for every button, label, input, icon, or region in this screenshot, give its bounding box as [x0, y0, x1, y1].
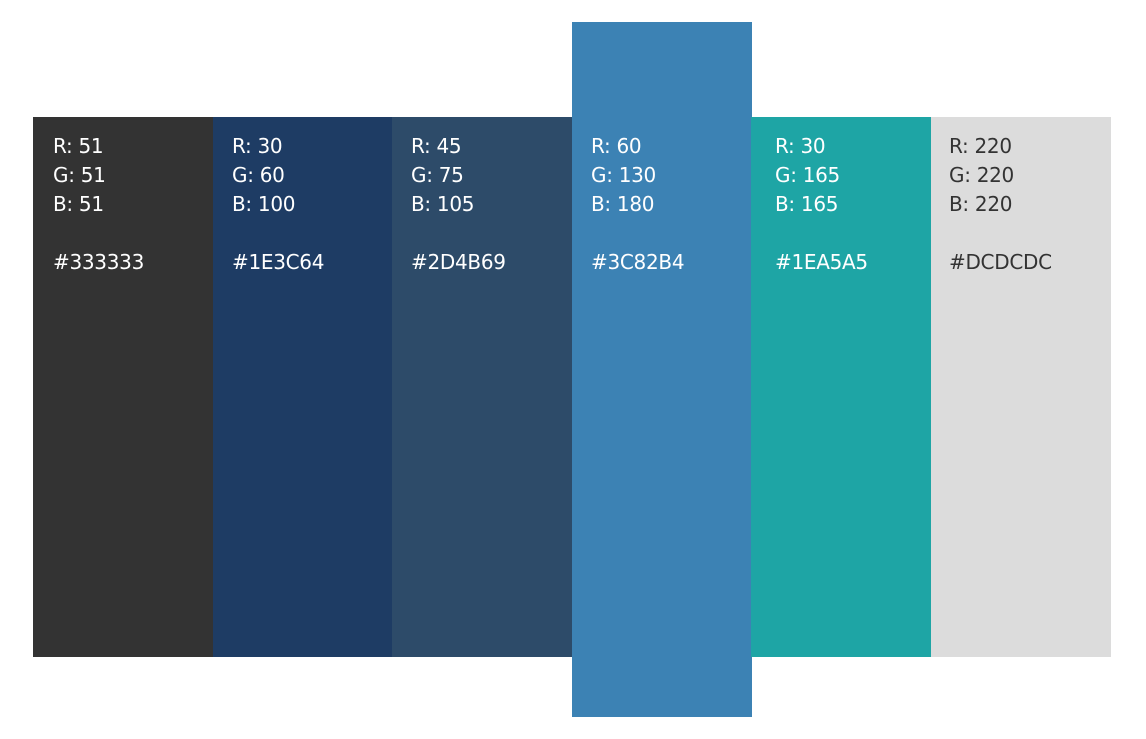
green-value: G: 130 — [591, 163, 656, 187]
swatch-text: R: 51 G: 51 B: 51 #333333 — [53, 132, 144, 277]
swatch-dcdcdc: R: 220 G: 220 B: 220 #DCDCDC — [931, 117, 1111, 657]
red-value: R: 220 — [949, 134, 1012, 158]
hex-code: #333333 — [53, 250, 145, 274]
red-value: R: 30 — [232, 134, 283, 158]
green-value: G: 75 — [411, 163, 464, 187]
rgb-values: R: 45 G: 75 B: 105 — [411, 132, 506, 219]
rgb-values: R: 30 G: 60 B: 100 — [232, 132, 324, 219]
blue-value: B: 220 — [949, 192, 1013, 216]
swatch-text: R: 30 G: 165 B: 165 #1EA5A5 — [775, 132, 868, 277]
green-value: G: 220 — [949, 163, 1014, 187]
green-value: G: 165 — [775, 163, 840, 187]
swatch-1ea5a5: R: 30 G: 165 B: 165 #1EA5A5 — [751, 117, 932, 657]
hex-code: #DCDCDC — [949, 250, 1052, 274]
swatch-3c82b4-highlighted: R: 60 G: 130 B: 180 #3C82B4 — [572, 22, 752, 717]
hex-code: #3C82B4 — [591, 250, 685, 274]
swatch-333333: R: 51 G: 51 B: 51 #333333 — [33, 117, 214, 657]
swatch-1e3c64: R: 30 G: 60 B: 100 #1E3C64 — [213, 117, 393, 657]
blue-value: B: 100 — [232, 192, 296, 216]
red-value: R: 51 — [53, 134, 104, 158]
swatch-2d4b69: R: 45 G: 75 B: 105 #2D4B69 — [392, 117, 573, 657]
red-value: R: 60 — [591, 134, 642, 158]
swatch-text: R: 30 G: 60 B: 100 #1E3C64 — [232, 132, 324, 277]
swatch-text: R: 60 G: 130 B: 180 #3C82B4 — [591, 132, 685, 277]
red-value: R: 45 — [411, 134, 462, 158]
red-value: R: 30 — [775, 134, 826, 158]
blue-value: B: 165 — [775, 192, 839, 216]
blue-value: B: 51 — [53, 192, 104, 216]
hex-code: #1E3C64 — [232, 250, 325, 274]
swatch-text: R: 45 G: 75 B: 105 #2D4B69 — [411, 132, 506, 277]
blue-value: B: 180 — [591, 192, 655, 216]
rgb-values: R: 51 G: 51 B: 51 — [53, 132, 144, 219]
blue-value: B: 105 — [411, 192, 475, 216]
hex-code: #1EA5A5 — [775, 250, 868, 274]
rgb-values: R: 60 G: 130 B: 180 — [591, 132, 684, 219]
rgb-values: R: 30 G: 165 B: 165 — [775, 132, 868, 219]
green-value: G: 60 — [232, 163, 285, 187]
swatch-text: R: 220 G: 220 B: 220 #DCDCDC — [949, 132, 1052, 277]
green-value: G: 51 — [53, 163, 106, 187]
rgb-values: R: 220 G: 220 B: 220 — [949, 132, 1052, 219]
hex-code: #2D4B69 — [411, 250, 506, 274]
